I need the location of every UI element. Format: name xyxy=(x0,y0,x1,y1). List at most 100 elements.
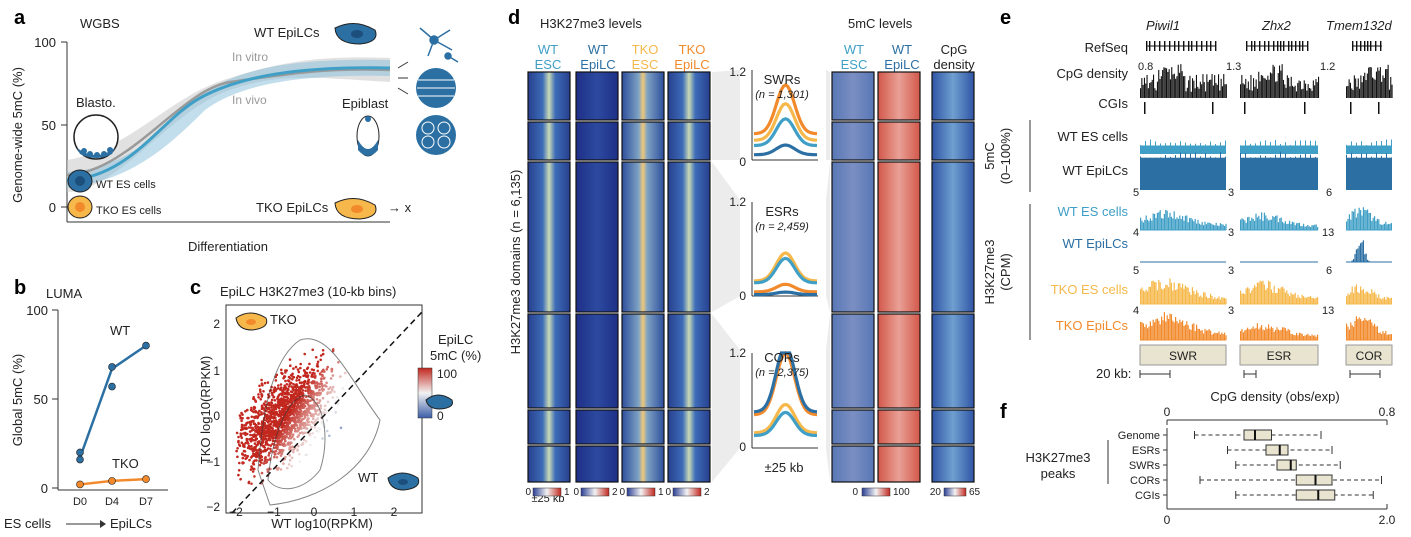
d-heatmap-col3-block3 xyxy=(667,313,711,409)
e-cpg-bar xyxy=(1190,91,1192,98)
e-h3-bar xyxy=(1142,290,1144,304)
e-h3-bar xyxy=(1262,280,1264,304)
e-cpg-bar xyxy=(1295,91,1297,98)
e-h3-bar xyxy=(1361,215,1363,230)
e-5mc-spike xyxy=(1240,145,1241,152)
e-h3-bar xyxy=(1151,220,1153,230)
e-h3-bar xyxy=(1368,320,1370,340)
e-h3-bar xyxy=(1350,219,1352,230)
e-cpg-bar xyxy=(1216,84,1218,98)
e-h3-bar xyxy=(1162,289,1164,304)
c-point xyxy=(306,380,310,383)
c-point xyxy=(251,462,255,465)
e-h3-bar xyxy=(1256,323,1258,340)
svg-text:ESC: ESC xyxy=(632,57,659,72)
c-point xyxy=(244,441,248,445)
f-group: H3K27me3 xyxy=(1025,450,1090,465)
e-h3-bar xyxy=(1290,292,1292,304)
c-point xyxy=(291,433,295,436)
panel-a: a WGBS 100 50 0 Genome-wide 5mC (%) Diff… xyxy=(10,7,459,254)
e-h3-bar xyxy=(1197,328,1199,340)
c-point xyxy=(295,383,299,386)
e-5mc-spike xyxy=(1240,153,1241,160)
e-h3-bar xyxy=(1151,281,1153,304)
c-point xyxy=(275,456,279,459)
e-h3-bar xyxy=(1201,330,1203,340)
e-h3-bar xyxy=(1258,329,1260,340)
e-exon xyxy=(1352,41,1354,51)
c-density-contour-inner xyxy=(267,394,326,490)
c-point xyxy=(307,404,311,408)
e-h3-bar xyxy=(1348,214,1350,230)
c-point xyxy=(333,390,336,394)
e-h3-bar xyxy=(1360,210,1362,230)
d-heatmap-col1-block2 xyxy=(575,161,619,313)
e-h3-bar xyxy=(1312,335,1314,340)
e-h3-bar xyxy=(1186,287,1188,304)
c-point xyxy=(251,426,254,430)
c-point xyxy=(320,387,324,391)
d-profile-2-tko_es xyxy=(753,402,818,435)
e-cpg-bar xyxy=(1194,88,1196,98)
c-point xyxy=(319,358,323,362)
c-point xyxy=(239,434,243,438)
e-h3-bar xyxy=(1365,210,1367,230)
c-point xyxy=(284,400,287,403)
e-h3-bar xyxy=(1176,217,1178,230)
e-h3-bar xyxy=(1255,213,1257,230)
c-legend-title1: EpiLC xyxy=(438,332,473,347)
c-point xyxy=(240,419,243,423)
e-cpg-bar xyxy=(1311,90,1313,98)
c-point xyxy=(321,349,325,352)
c-point xyxy=(238,461,241,465)
e-cpg-bar xyxy=(1362,76,1364,98)
c-point xyxy=(267,432,271,435)
c-point xyxy=(276,397,280,401)
c-point xyxy=(299,366,302,370)
wt-epilcs-label: WT EpiLCs xyxy=(254,25,320,40)
d-heatmap-col2-block5 xyxy=(621,445,665,483)
c-legend-max: 100 xyxy=(437,367,457,381)
e-cpg-bar xyxy=(1219,90,1221,98)
d-heatmap-col6-block5 xyxy=(931,445,975,483)
c-point xyxy=(315,384,319,388)
e-cpg-bar xyxy=(1356,86,1358,98)
d-scale-cpg-lo: 20 xyxy=(930,487,942,498)
e-exon xyxy=(1164,41,1166,51)
e-cpg-bar xyxy=(1242,83,1244,98)
e-h3-bar xyxy=(1191,219,1193,230)
c-point xyxy=(252,397,256,401)
e-h3-bar xyxy=(1296,332,1298,340)
f-boxplots: Genome ESRs SWRs CORs CGIs xyxy=(1118,429,1382,502)
e-h3-bar xyxy=(1154,322,1156,340)
e-h3-bar xyxy=(1210,330,1212,340)
e-h3-bar xyxy=(1354,320,1356,340)
c-point xyxy=(260,420,264,423)
e-cpg-bar xyxy=(1294,85,1296,98)
gene-piwil1: Piwil1 xyxy=(1146,18,1180,33)
e-5mc-spike xyxy=(1386,153,1387,160)
e-h3-bar xyxy=(1172,320,1174,340)
c-point xyxy=(312,413,315,416)
c-point xyxy=(276,387,280,390)
panel-d-label: d xyxy=(508,7,520,29)
c-point xyxy=(246,454,249,458)
e-cpg-bar xyxy=(1158,69,1160,98)
e-cpg-bar xyxy=(1305,83,1307,98)
c-point xyxy=(302,410,306,414)
e-cpg-bar xyxy=(1310,88,1312,98)
c-point xyxy=(283,410,287,414)
svg-text:3: 3 xyxy=(1228,227,1234,239)
e-h3-bar xyxy=(1282,286,1284,304)
e-h3-bar xyxy=(1197,292,1199,304)
d-heatmap-col5-block4 xyxy=(877,409,921,445)
e-h3-bar xyxy=(1205,296,1207,304)
e-5mc-spike xyxy=(1351,153,1352,160)
e-h3-bar xyxy=(1222,224,1224,230)
c-point xyxy=(271,435,275,439)
e-kb-label: 20 kb: xyxy=(1096,366,1131,381)
e-h3-bar xyxy=(1219,223,1221,230)
e-h3-bar xyxy=(1208,298,1210,304)
svg-text:WT: WT xyxy=(588,42,608,57)
e-h3-bar xyxy=(1168,217,1170,230)
